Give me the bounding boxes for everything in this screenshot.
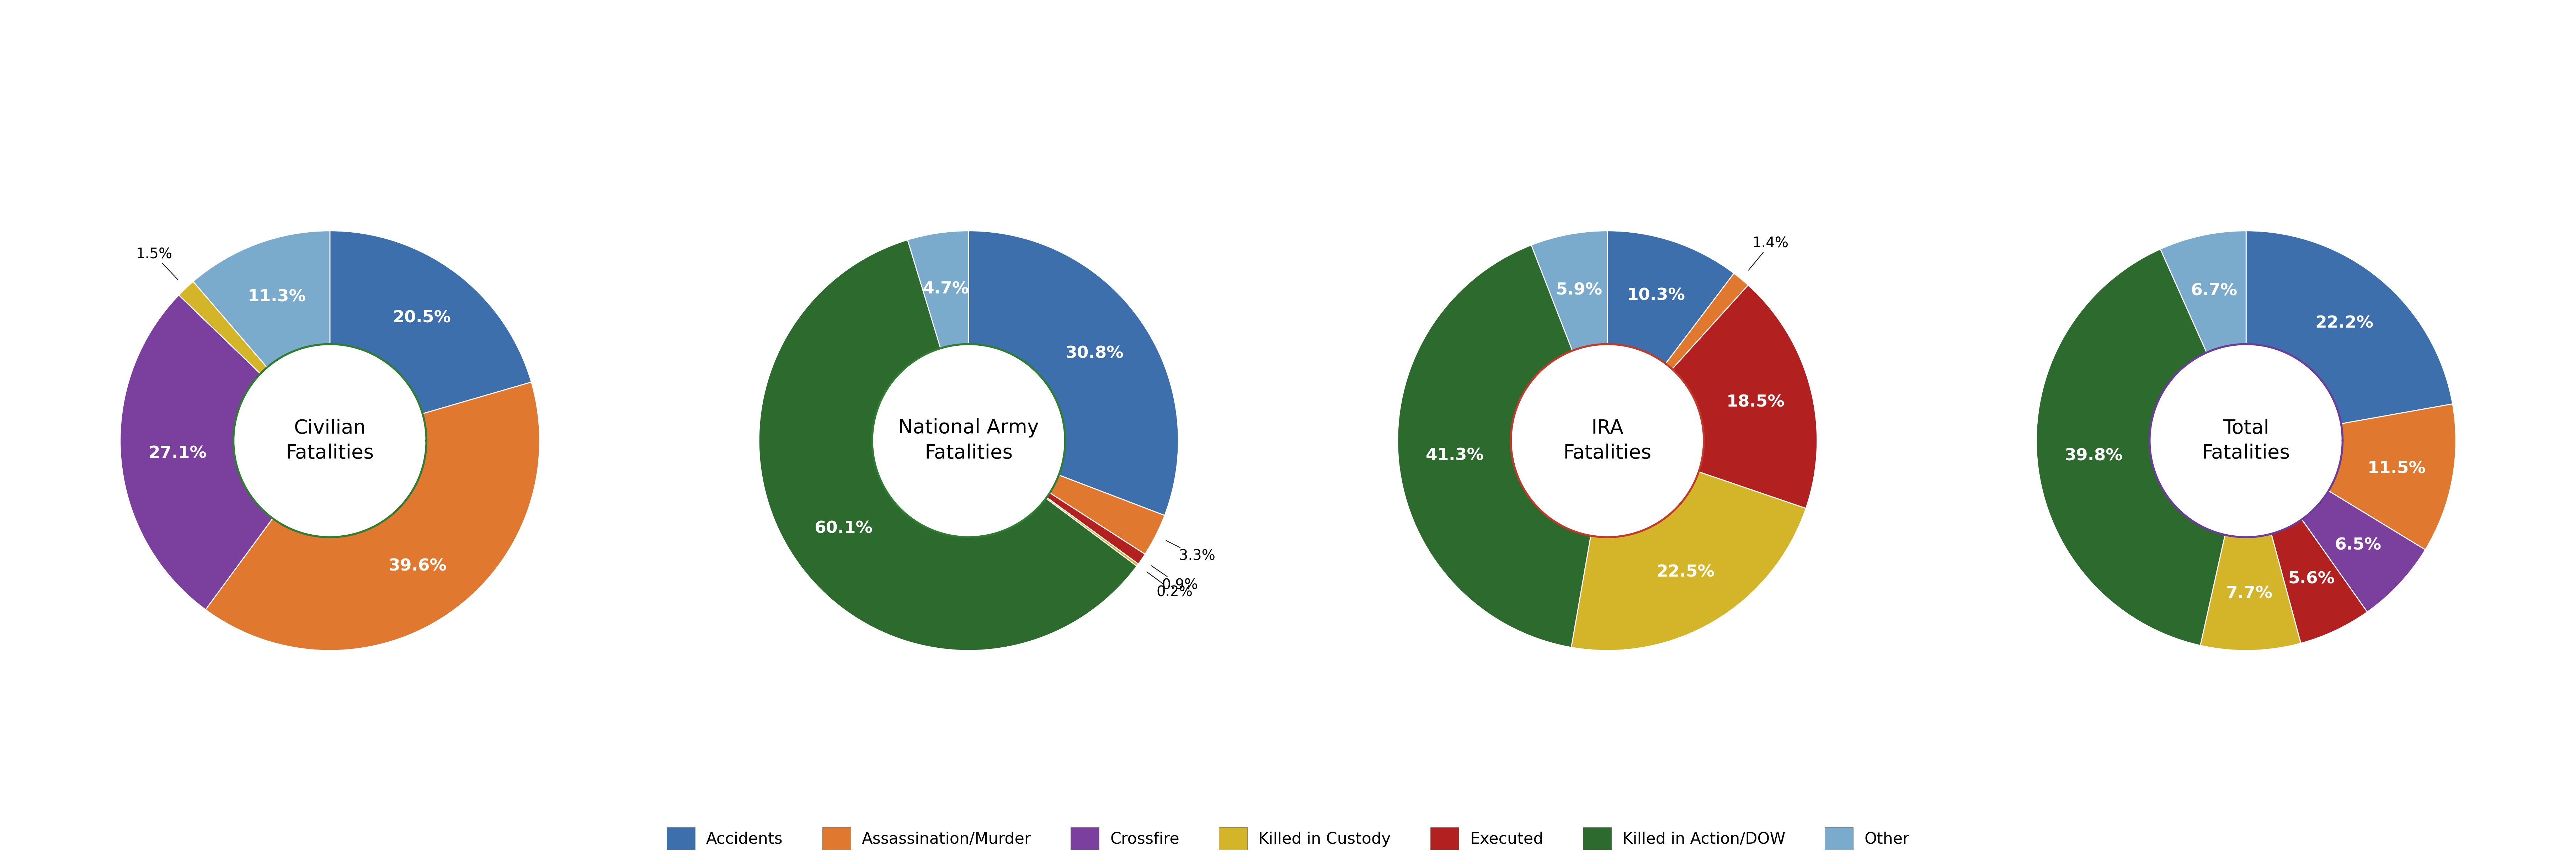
Legend: Accidents, Assassination/Murder, Crossfire, Killed in Custody, Executed, Killed : Accidents, Assassination/Murder, Crossfi… <box>659 821 1917 856</box>
Wedge shape <box>2200 534 2300 651</box>
Wedge shape <box>2035 249 2226 645</box>
Text: 18.5%: 18.5% <box>1726 394 1785 410</box>
Text: 39.6%: 39.6% <box>389 558 446 575</box>
Wedge shape <box>1399 245 1592 647</box>
Wedge shape <box>193 231 330 367</box>
Text: 27.1%: 27.1% <box>149 446 206 461</box>
Text: IRA
Fatalities: IRA Fatalities <box>1564 418 1651 463</box>
Text: 11.5%: 11.5% <box>2367 461 2427 477</box>
Text: 10.3%: 10.3% <box>1628 288 1685 303</box>
Wedge shape <box>2329 403 2455 550</box>
Circle shape <box>234 344 428 537</box>
Text: 41.3%: 41.3% <box>1427 448 1484 464</box>
Wedge shape <box>1571 472 1806 651</box>
Circle shape <box>2148 344 2342 537</box>
Wedge shape <box>2303 491 2424 612</box>
Text: 11.3%: 11.3% <box>247 289 307 305</box>
Text: 6.5%: 6.5% <box>2334 537 2380 553</box>
Wedge shape <box>330 231 531 414</box>
Text: 22.5%: 22.5% <box>1656 564 1716 581</box>
Wedge shape <box>1667 273 1749 369</box>
Circle shape <box>873 344 1064 537</box>
Wedge shape <box>1051 475 1164 554</box>
Text: 60.1%: 60.1% <box>814 521 873 537</box>
Text: 1.4%: 1.4% <box>1749 237 1788 270</box>
Wedge shape <box>121 295 273 610</box>
Wedge shape <box>1530 231 1607 351</box>
Text: 0.2%: 0.2% <box>1146 572 1193 600</box>
Text: 6.7%: 6.7% <box>2190 283 2239 299</box>
Text: 0.9%: 0.9% <box>1151 566 1198 593</box>
Text: 1.5%: 1.5% <box>137 247 178 280</box>
Text: 20.5%: 20.5% <box>392 310 451 326</box>
Wedge shape <box>969 231 1177 516</box>
Wedge shape <box>907 231 969 348</box>
Text: Total
Fatalities: Total Fatalities <box>2202 418 2290 463</box>
Wedge shape <box>178 282 268 374</box>
Text: 30.8%: 30.8% <box>1066 346 1123 362</box>
Wedge shape <box>206 382 541 651</box>
Wedge shape <box>1607 231 1734 364</box>
Text: 39.8%: 39.8% <box>2063 448 2123 464</box>
Wedge shape <box>1046 492 1146 564</box>
Text: National Army
Fatalities: National Army Fatalities <box>899 418 1038 463</box>
Text: 5.6%: 5.6% <box>2287 571 2334 588</box>
Wedge shape <box>1046 498 1139 566</box>
Wedge shape <box>2246 231 2452 423</box>
Wedge shape <box>2161 231 2246 353</box>
Text: 3.3%: 3.3% <box>1167 541 1216 563</box>
Circle shape <box>1512 344 1703 537</box>
Wedge shape <box>1672 285 1816 508</box>
Wedge shape <box>760 240 1136 651</box>
Text: 7.7%: 7.7% <box>2226 586 2272 602</box>
Text: 5.9%: 5.9% <box>1556 282 1602 298</box>
Text: 22.2%: 22.2% <box>2316 315 2372 331</box>
Text: Civilian
Fatalities: Civilian Fatalities <box>286 418 374 463</box>
Wedge shape <box>2272 519 2367 643</box>
Text: 4.7%: 4.7% <box>922 281 969 297</box>
